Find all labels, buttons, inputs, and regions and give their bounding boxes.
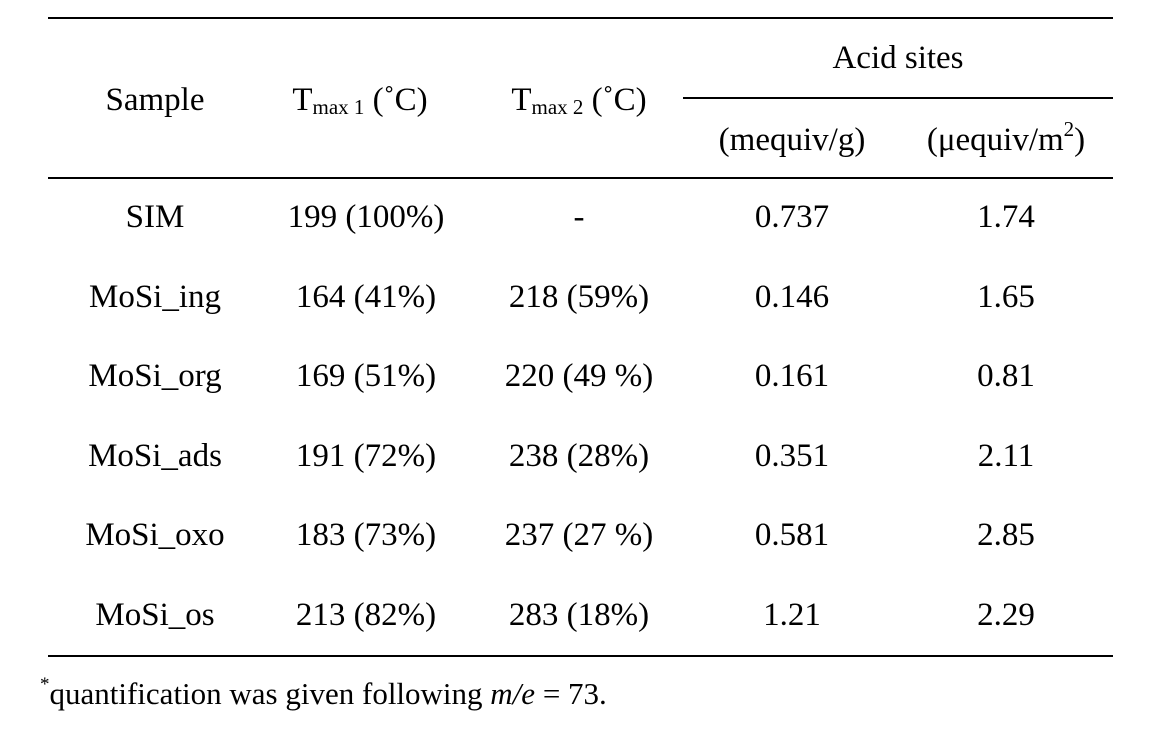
row-tmax2: 237 (27 %) <box>504 517 654 553</box>
row-sample: MoSi_ads <box>88 438 222 474</box>
row-acid-g: 0.737 <box>754 199 830 235</box>
row-acid-g: 0.581 <box>754 517 830 553</box>
row-acid-g: 0.161 <box>754 358 830 394</box>
row-tmax2: 283 (18%) <box>508 597 650 633</box>
row-sample: SIM <box>125 199 185 235</box>
row-tmax1: 183 (73%) <box>295 517 437 553</box>
row-sample: MoSi_os <box>95 597 215 633</box>
header-tmax2: Tmax 2 (˚C) <box>511 82 647 119</box>
row-acid-g: 0.146 <box>754 279 830 315</box>
table-footnote: *quantification was given following m/e … <box>40 674 607 711</box>
header-acid-unit-m2: (μequiv/m2) <box>926 117 1086 159</box>
row-sample: MoSi_org <box>88 358 222 394</box>
row-sample: MoSi_ing <box>88 279 222 315</box>
row-tmax2: 218 (59%) <box>508 279 650 315</box>
acid-sites-span-rule <box>683 97 1113 99</box>
row-acid-g: 1.21 <box>763 597 821 633</box>
header-bottom-rule <box>48 177 1113 179</box>
header-acid-sites: Acid sites <box>832 40 964 76</box>
row-acid-m2: 1.74 <box>977 199 1035 235</box>
table-top-rule <box>48 17 1113 19</box>
row-acid-m2: 2.29 <box>977 597 1035 633</box>
row-tmax1: 191 (72%) <box>295 438 437 474</box>
row-acid-m2: 0.81 <box>977 358 1035 394</box>
row-acid-m2: 2.11 <box>977 438 1035 474</box>
row-tmax1: 169 (51%) <box>295 358 437 394</box>
row-sample: MoSi_oxo <box>85 517 225 553</box>
row-tmax2: - <box>573 199 585 235</box>
header-acid-unit-g: (mequiv/g) <box>718 122 866 158</box>
row-acid-m2: 1.65 <box>977 279 1035 315</box>
header-sample: Sample <box>105 82 205 118</box>
row-acid-m2: 2.85 <box>977 517 1035 553</box>
row-tmax2: 220 (49 %) <box>504 358 654 394</box>
row-tmax2: 238 (28%) <box>508 438 650 474</box>
row-tmax1: 213 (82%) <box>295 597 437 633</box>
row-tmax1: 164 (41%) <box>295 279 437 315</box>
header-tmax1: Tmax 1 (˚C) <box>292 82 428 119</box>
table-bottom-rule <box>48 655 1113 657</box>
footnote-marker: * <box>40 674 50 695</box>
row-acid-g: 0.351 <box>754 438 830 474</box>
row-tmax1: 199 (100%) <box>287 199 445 235</box>
